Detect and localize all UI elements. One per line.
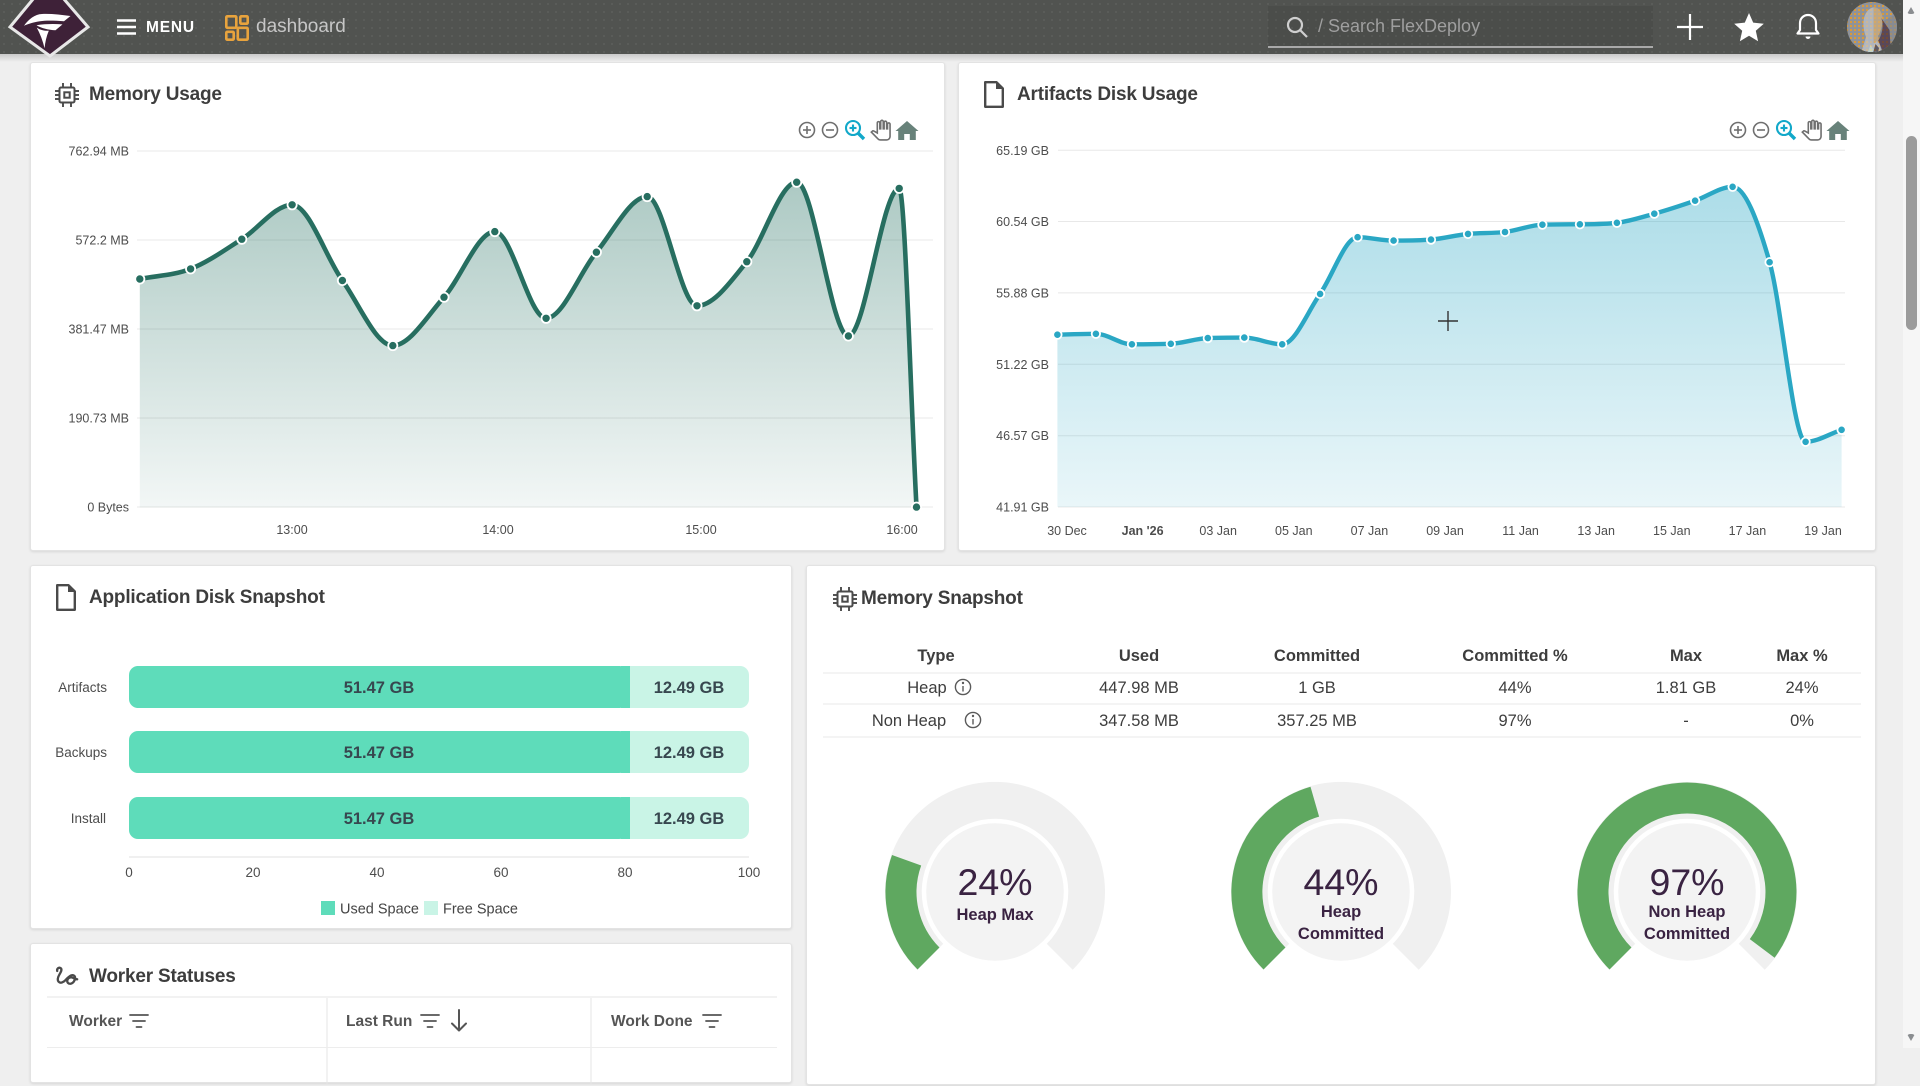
svg-text:15 Jan: 15 Jan bbox=[1653, 524, 1691, 538]
svg-text:Artifacts: Artifacts bbox=[58, 680, 107, 695]
svg-text:100: 100 bbox=[738, 865, 761, 880]
svg-text:24%: 24% bbox=[957, 861, 1032, 903]
svg-text:447.98 MB: 447.98 MB bbox=[1099, 679, 1179, 697]
svg-text:Used: Used bbox=[1119, 647, 1159, 665]
svg-text:80: 80 bbox=[617, 865, 632, 880]
svg-text:Free Space: Free Space bbox=[443, 902, 518, 918]
svg-text:Worker: Worker bbox=[69, 1013, 122, 1030]
svg-text:Heap: Heap bbox=[1321, 903, 1361, 921]
svg-text:Heap Max: Heap Max bbox=[956, 906, 1034, 924]
svg-text:Non Heap: Non Heap bbox=[872, 712, 946, 730]
svg-text:30 Dec: 30 Dec bbox=[1047, 524, 1087, 538]
svg-text:17 Jan: 17 Jan bbox=[1729, 524, 1767, 538]
svg-text:190.73 MB: 190.73 MB bbox=[69, 412, 129, 426]
svg-text:Committed: Committed bbox=[1644, 925, 1730, 943]
svg-text:97%: 97% bbox=[1649, 861, 1724, 903]
svg-text:07 Jan: 07 Jan bbox=[1351, 524, 1389, 538]
svg-text:11 Jan: 11 Jan bbox=[1502, 524, 1539, 538]
svg-text:381.47 MB: 381.47 MB bbox=[69, 323, 129, 337]
svg-text:51.47 GB: 51.47 GB bbox=[344, 744, 415, 762]
svg-text:Install: Install bbox=[71, 811, 106, 826]
svg-text:12.49 GB: 12.49 GB bbox=[654, 744, 725, 762]
svg-text:1 GB: 1 GB bbox=[1298, 679, 1336, 697]
svg-text:0: 0 bbox=[125, 865, 133, 880]
svg-text:762.94 MB: 762.94 MB bbox=[69, 145, 129, 159]
svg-text:12.49 GB: 12.49 GB bbox=[654, 679, 725, 697]
svg-text:Used Space: Used Space bbox=[340, 902, 419, 918]
svg-text:19 Jan: 19 Jan bbox=[1804, 524, 1842, 538]
svg-text:20: 20 bbox=[245, 865, 260, 880]
svg-text:15:00: 15:00 bbox=[685, 523, 716, 537]
svg-text:13:00: 13:00 bbox=[276, 523, 307, 537]
svg-text:0 Bytes: 0 Bytes bbox=[87, 501, 129, 515]
svg-text:Max %: Max % bbox=[1776, 647, 1828, 665]
svg-text:357.25 MB: 357.25 MB bbox=[1277, 712, 1357, 730]
svg-text:Last Run: Last Run bbox=[346, 1013, 412, 1030]
svg-text:51.22 GB: 51.22 GB bbox=[996, 358, 1049, 372]
svg-text:14:00: 14:00 bbox=[482, 523, 513, 537]
svg-text:12.49 GB: 12.49 GB bbox=[654, 810, 725, 828]
svg-text:44%: 44% bbox=[1498, 679, 1531, 697]
svg-text:51.47 GB: 51.47 GB bbox=[344, 679, 415, 697]
svg-text:41.91 GB: 41.91 GB bbox=[996, 501, 1049, 515]
svg-text:Jan '26: Jan '26 bbox=[1122, 524, 1164, 538]
svg-text:40: 40 bbox=[369, 865, 384, 880]
svg-text:Work Done: Work Done bbox=[611, 1013, 693, 1030]
svg-text:44%: 44% bbox=[1303, 861, 1378, 903]
svg-text:572.2 MB: 572.2 MB bbox=[75, 234, 129, 248]
svg-text:Non Heap: Non Heap bbox=[1648, 903, 1725, 921]
svg-text:Type: Type bbox=[917, 647, 954, 665]
svg-text:24%: 24% bbox=[1785, 679, 1818, 697]
svg-text:0%: 0% bbox=[1790, 712, 1814, 730]
svg-text:Committed: Committed bbox=[1274, 647, 1360, 665]
svg-text:05 Jan: 05 Jan bbox=[1275, 524, 1313, 538]
svg-text:Backups: Backups bbox=[55, 745, 107, 760]
svg-text:46.57 GB: 46.57 GB bbox=[996, 429, 1049, 443]
svg-text:16:00: 16:00 bbox=[886, 523, 917, 537]
svg-text:347.58 MB: 347.58 MB bbox=[1099, 712, 1179, 730]
svg-text:97%: 97% bbox=[1498, 712, 1531, 730]
svg-text:65.19 GB: 65.19 GB bbox=[996, 144, 1049, 158]
svg-text:1.81 GB: 1.81 GB bbox=[1656, 679, 1717, 697]
svg-text:13 Jan: 13 Jan bbox=[1577, 524, 1615, 538]
svg-text:-: - bbox=[1683, 712, 1689, 730]
svg-text:Committed %: Committed % bbox=[1462, 647, 1568, 665]
svg-text:Max: Max bbox=[1670, 647, 1703, 665]
svg-text:Committed: Committed bbox=[1298, 925, 1384, 943]
svg-text:60.54 GB: 60.54 GB bbox=[996, 215, 1049, 229]
svg-text:55.88 GB: 55.88 GB bbox=[996, 286, 1049, 300]
svg-text:51.47 GB: 51.47 GB bbox=[344, 810, 415, 828]
svg-text:09 Jan: 09 Jan bbox=[1426, 524, 1464, 538]
svg-text:60: 60 bbox=[493, 865, 508, 880]
svg-text:03 Jan: 03 Jan bbox=[1199, 524, 1237, 538]
svg-text:Heap: Heap bbox=[907, 679, 946, 697]
